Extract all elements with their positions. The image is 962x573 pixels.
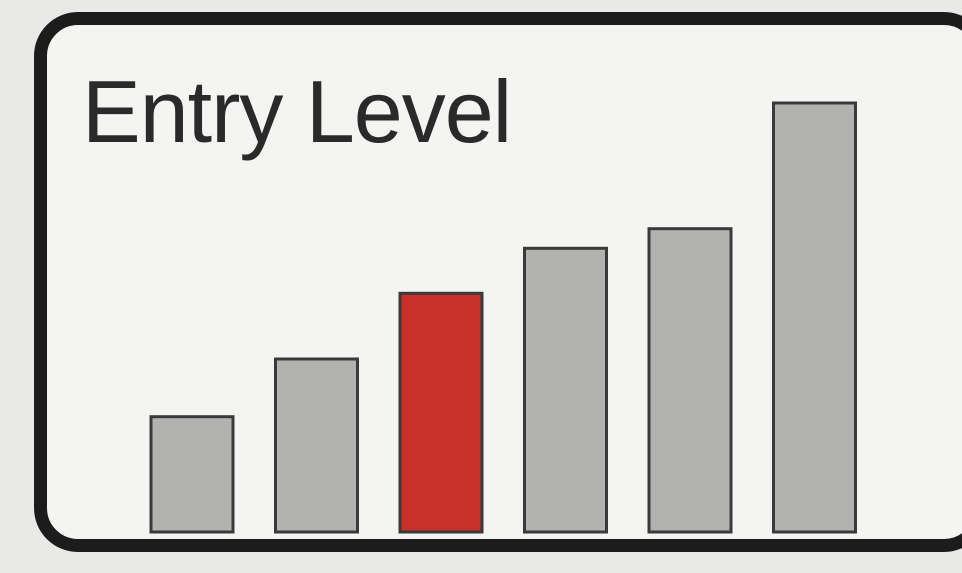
bar-2	[274, 357, 359, 534]
bar-1	[149, 415, 235, 534]
chart-title: Entry Level	[82, 62, 512, 161]
bar-highlighted	[398, 291, 484, 534]
bar-4	[523, 246, 608, 534]
bar-6	[772, 101, 857, 534]
bar-5	[647, 227, 733, 534]
